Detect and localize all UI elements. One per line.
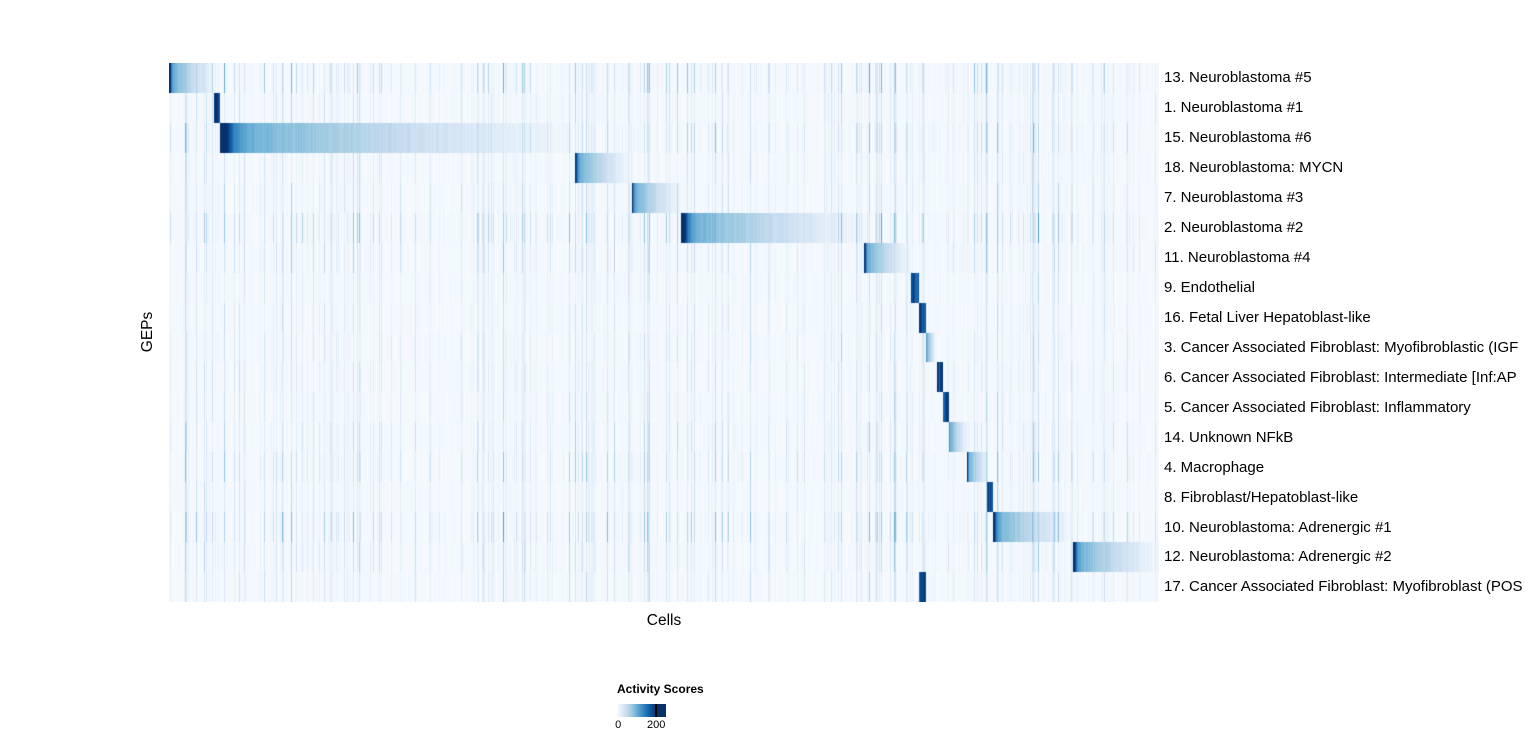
row-label: 14. Unknown NFkB: [1164, 428, 1294, 446]
legend-tick-labels: 0 200: [615, 719, 677, 733]
row-label: 8. Fibroblast/Hepatoblast-like: [1164, 488, 1359, 506]
colorbar-tick: [655, 704, 658, 717]
legend-title: Activity Scores: [617, 682, 704, 696]
legend-min-label: 0: [615, 719, 622, 731]
row-label: 10. Neuroblastoma: Adrenergic #1: [1164, 518, 1392, 536]
row-label: 2. Neuroblastoma #2: [1164, 219, 1304, 237]
row-label: 1. Neuroblastoma #1: [1164, 99, 1304, 117]
row-label: 4. Macrophage: [1164, 458, 1265, 476]
row-label: 15. Neuroblastoma #6: [1164, 129, 1312, 147]
y-axis-label: GEPs: [139, 311, 156, 353]
row-labels: 13. Neuroblastoma #5 1. Neuroblastoma #1 1…: [1164, 63, 1540, 602]
row-label: 11. Neuroblastoma #4: [1164, 249, 1311, 267]
row-label: 7. Neuroblastoma #3: [1164, 189, 1304, 207]
row-label: 18. Neuroblastoma: MYCN: [1164, 159, 1344, 177]
row-label: 3. Cancer Associated Fibroblast: Myofibr…: [1164, 338, 1519, 356]
row-label: 6. Cancer Associated Fibroblast: Interme…: [1164, 368, 1517, 386]
row-label: 16. Fetal Liver Hepatoblast-like: [1164, 308, 1371, 326]
row-label: 9. Endothelial: [1164, 279, 1255, 297]
x-axis-label: Cells: [646, 612, 682, 629]
heatmap-canvas: [169, 63, 1159, 602]
colorbar: [617, 704, 666, 717]
row-label: 13. Neuroblastoma #5: [1164, 69, 1312, 87]
row-label: 5. Cancer Associated Fibroblast: Inflamm…: [1164, 398, 1471, 416]
row-label: 12. Neuroblastoma: Adrenergic #2: [1164, 548, 1392, 566]
legend-max-label: 200: [647, 719, 666, 731]
legend: Activity Scores 0 200: [615, 682, 757, 733]
row-label: 17. Cancer Associated Fibroblast: Myofib…: [1164, 578, 1523, 596]
